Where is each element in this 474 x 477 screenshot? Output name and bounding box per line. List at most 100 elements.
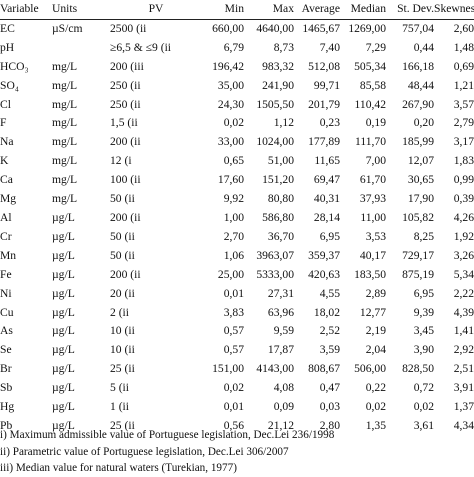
cell-median: 506,00	[354, 362, 386, 376]
cell-units: mg/L	[52, 135, 78, 149]
cell-st-dev: 3,61	[413, 418, 434, 432]
cell-pv: 1 (ii	[110, 400, 129, 414]
cell-max: 241,90	[262, 78, 294, 92]
cell-skewness: 1,48	[453, 40, 474, 54]
cell-max: 8,73	[273, 40, 294, 54]
cell-skewness: 3,17	[453, 135, 474, 149]
cell-max: 4143,00	[256, 362, 294, 376]
cell-skewness: 2,92	[453, 343, 474, 357]
cell-pv: 25 (ii	[110, 362, 135, 376]
table-row: Cr µg/L 50 (ii 2,70 36,70 6,95 3,53 8,25 1,92	[0, 228, 474, 247]
cell-pv: 2 (ii	[110, 305, 129, 319]
cell-units: µg/L	[52, 418, 75, 432]
cell-average: 0,23	[319, 116, 340, 130]
cell-pv: 50 (ii	[110, 248, 135, 262]
table-row: As µg/L 10 (ii 0,57 9,59 2,52 2,19 3,45 1,41	[0, 322, 474, 341]
cell-units: mg/L	[52, 97, 78, 111]
cell-min: 0,02	[223, 381, 244, 395]
cell-units: µg/L	[52, 400, 75, 414]
table-row: Fe µg/L 200 (ii 25,00 5333,00 420,63 183,50 875…	[0, 266, 474, 285]
cell-variable: Al	[0, 210, 12, 224]
cell-median: 37,93	[359, 192, 386, 206]
cell-units: µg/L	[52, 248, 75, 262]
cell-average: 7,40	[319, 40, 340, 54]
cell-median: 3,53	[365, 229, 386, 243]
table-row: Mn µg/L 50 (ii 1,06 3963,07 359,37 40,17 729,17…	[0, 247, 474, 266]
cell-pv: 100 (ii	[110, 173, 141, 187]
cell-variable: Hg	[0, 400, 15, 414]
cell-min: 151,00	[212, 362, 244, 376]
cell-max: 9,59	[273, 324, 294, 338]
cell-pv: 10 (ii	[110, 343, 135, 357]
cell-units: µg/L	[52, 343, 75, 357]
cell-units: µS/cm	[52, 21, 83, 35]
cell-st-dev: 166,18	[402, 59, 434, 73]
header-units: Units	[52, 2, 78, 15]
cell-max: 36,70	[267, 229, 294, 243]
cell-average: 69,47	[313, 173, 340, 187]
cell-variable: As	[0, 324, 13, 338]
header-pv: PV	[148, 2, 164, 15]
cell-variable: Ni	[0, 286, 12, 300]
cell-skewness: 1,21	[453, 78, 474, 92]
cell-min: 6,79	[223, 40, 244, 54]
cell-units: mg/L	[52, 59, 78, 73]
cell-st-dev: 30,65	[407, 173, 434, 187]
cell-min: 0,65	[223, 154, 244, 168]
header-average: Average	[301, 2, 340, 15]
cell-skewness: 1,92	[453, 229, 474, 243]
cell-median: 11,00	[360, 210, 386, 224]
cell-average: 11,65	[314, 154, 340, 168]
cell-min: 33,00	[217, 135, 244, 149]
cell-min: 0,56	[223, 418, 244, 432]
cell-pv: 10 (ii	[110, 324, 135, 338]
statistics-table: Variable Units PV Min Max Average Median…	[0, 2, 474, 432]
cell-average: 0,03	[319, 400, 340, 414]
table-row: Na mg/L 200 (ii 33,00 1024,00 177,89 111,70 185…	[0, 133, 474, 152]
cell-st-dev: 17,90	[407, 192, 434, 206]
cell-variable: Mn	[0, 248, 17, 262]
cell-median: 7,29	[365, 40, 386, 54]
cell-average: 99,71	[313, 78, 340, 92]
cell-min: 1,06	[223, 248, 244, 262]
table-row: HCO₃ mg/L 200 (iii 196,42 983,32 512,08 505,34…	[0, 58, 474, 77]
cell-max: 0,09	[273, 400, 294, 414]
cell-average: 4,55	[319, 286, 340, 300]
cell-st-dev: 0,72	[413, 381, 434, 395]
cell-skewness: 4,26	[453, 210, 474, 224]
cell-st-dev: 757,04	[402, 21, 434, 35]
cell-variable: SO₄	[0, 78, 19, 92]
cell-average: 808,67	[308, 362, 340, 376]
cell-st-dev: 729,17	[402, 248, 434, 262]
cell-median: 40,17	[359, 248, 386, 262]
cell-variable: Mg	[0, 192, 17, 206]
cell-min: 0,57	[223, 324, 244, 338]
cell-st-dev: 828,50	[402, 362, 434, 376]
cell-median: 61,70	[359, 173, 386, 187]
cell-variable: Se	[0, 343, 12, 357]
cell-units	[52, 39, 110, 58]
cell-median: 2,04	[365, 343, 386, 357]
cell-min: 0,57	[223, 343, 244, 357]
cell-st-dev: 0,02	[413, 400, 434, 414]
cell-pv: 2500 (ii	[110, 21, 147, 35]
cell-average: 2,80	[319, 418, 340, 432]
cell-skewness: 3,57	[453, 97, 474, 111]
cell-units: µg/L	[52, 210, 75, 224]
table-row: EC µS/cm 2500 (ii 660,00 4640,00 1465,67 1269,…	[0, 19, 474, 38]
cell-median: 1,35	[365, 418, 386, 432]
cell-pv: 12 (i	[110, 154, 132, 168]
cell-pv: 250 (ii	[110, 78, 141, 92]
table-row: Al µg/L 200 (ii 1,00 586,80 28,14 11,00 105,82 4…	[0, 209, 474, 228]
table-row: Sb µg/L 5 (ii 0,02 4,08 0,47 0,22 0,72 3,91	[0, 379, 474, 398]
cell-average: 420,63	[308, 267, 340, 281]
cell-median: 2,19	[365, 324, 386, 338]
cell-st-dev: 105,82	[402, 210, 434, 224]
cell-average: 359,37	[308, 248, 340, 262]
cell-st-dev: 0,20	[413, 116, 434, 130]
cell-max: 21,12	[267, 418, 294, 432]
cell-max: 1505,50	[256, 97, 294, 111]
cell-average: 40,31	[313, 192, 340, 206]
cell-median: 0,02	[365, 400, 386, 414]
